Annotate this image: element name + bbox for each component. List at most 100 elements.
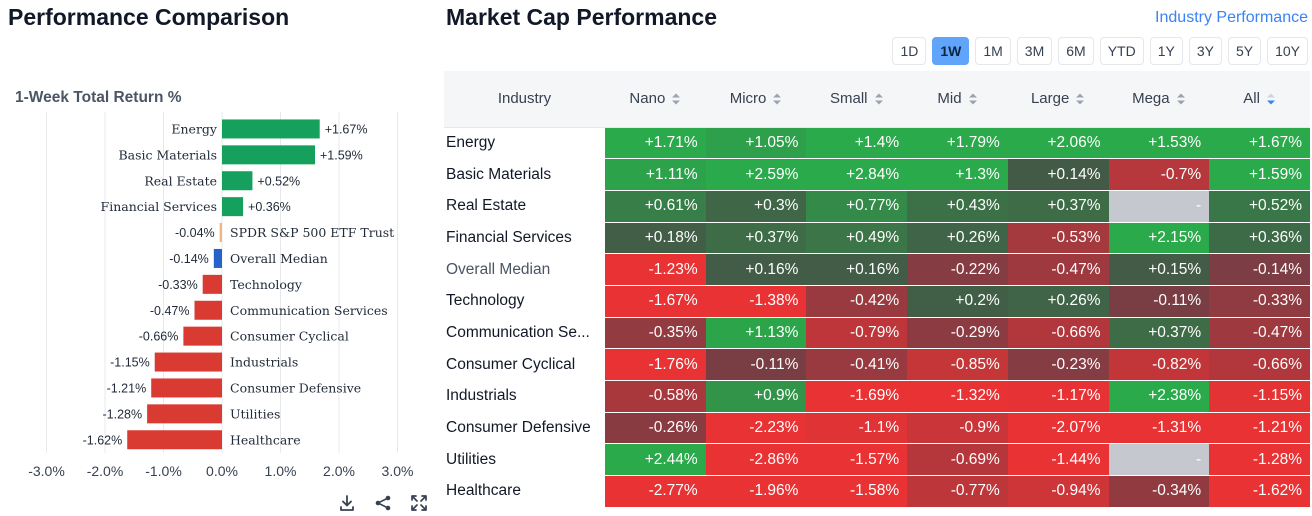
table-header-row: Industry Nano Micro Small Mid Large Mega All — [444, 71, 1310, 128]
range-button-ytd[interactable]: YTD — [1099, 37, 1144, 65]
sort-icon[interactable] — [1176, 92, 1186, 106]
heatmap-cell: +0.52% — [1209, 190, 1310, 223]
column-header-mid[interactable]: Mid — [907, 71, 1008, 128]
bar[interactable] — [127, 430, 222, 450]
bar[interactable] — [151, 378, 222, 398]
heatmap-cell: -0.33% — [1209, 285, 1310, 318]
performance-comparison-title: Performance Comparison — [8, 4, 290, 30]
heatmap-cell: +0.16% — [705, 253, 807, 286]
column-header-micro[interactable]: Micro — [705, 71, 807, 128]
x-tick-label: -2.0% — [87, 463, 124, 479]
heatmap-cell: +0.16% — [806, 253, 908, 286]
table-row[interactable]: Real Estate +0.61% +0.3% +0.77% +0.43% +0.37%… — [444, 190, 1310, 223]
row-label: Real Estate — [444, 190, 605, 223]
range-button-3y[interactable]: 3Y — [1188, 37, 1222, 65]
range-button-3m[interactable]: 3M — [1016, 37, 1053, 65]
bar[interactable] — [222, 119, 320, 139]
heatmap-cell: -1.17% — [1007, 380, 1109, 413]
bar[interactable] — [222, 197, 244, 217]
sort-icon[interactable] — [874, 92, 884, 106]
heatmap-cell: -1.32% — [907, 380, 1008, 413]
table-row[interactable]: Consumer Cyclical -1.76% -0.11% -0.41% -0.85… — [444, 348, 1310, 381]
data-label: -1.21% — [107, 381, 147, 395]
heatmap-cell: -2.07% — [1007, 412, 1109, 445]
heatmap-cell: -0.77% — [907, 475, 1008, 508]
heatmap-cell: -0.47% — [1209, 317, 1310, 350]
range-button-1m[interactable]: 1M — [975, 37, 1011, 65]
bar[interactable] — [183, 326, 222, 346]
bar[interactable] — [202, 274, 222, 294]
heatmap-cell: +1.4% — [806, 127, 908, 160]
column-header-nano[interactable]: Nano — [605, 71, 706, 128]
column-header-mega[interactable]: Mega — [1108, 71, 1210, 128]
bar[interactable] — [213, 248, 222, 268]
table-row[interactable]: Basic Materials +1.11% +2.59% +2.84% +1.3% +0… — [444, 158, 1310, 191]
row-label: Basic Materials — [444, 158, 605, 191]
heatmap-cell: -0.94% — [1007, 475, 1109, 508]
heatmap-cell: +0.9% — [705, 380, 807, 413]
sort-icon[interactable] — [671, 92, 681, 106]
bar[interactable] — [154, 352, 222, 372]
bar[interactable] — [194, 300, 222, 320]
range-button-10y[interactable]: 10Y — [1267, 37, 1308, 65]
bar[interactable] — [219, 223, 222, 243]
column-header-large[interactable]: Large — [1007, 71, 1109, 128]
table-row[interactable]: Consumer Defensive -0.26% -2.23% -1.1% -0.9%… — [444, 412, 1310, 445]
heatmap-cell: +0.37% — [1108, 317, 1210, 350]
x-tick-label: -1.0% — [145, 463, 182, 479]
download-icon[interactable] — [338, 494, 356, 512]
table-row[interactable]: Financial Services +0.18% +0.37% +0.49% +0.2… — [444, 222, 1310, 255]
heatmap-cell: -0.11% — [1108, 285, 1210, 318]
column-header-content: Large — [1031, 90, 1085, 107]
data-label: -0.33% — [158, 278, 198, 292]
heatmap-cell: +0.37% — [1007, 190, 1109, 223]
table-row[interactable]: Utilities +2.44% -2.86% -1.57% -0.69% -1.44% -… — [444, 443, 1310, 477]
sort-icon[interactable] — [1075, 92, 1085, 106]
table-row[interactable]: Technology -1.67% -1.38% -0.42% +0.2% +0.26% -… — [444, 285, 1310, 318]
table-row[interactable]: Industrials -0.58% +0.9% -1.69% -1.32% -1.17%… — [444, 380, 1310, 413]
category-label: Communication Services — [230, 303, 388, 318]
data-label: -0.47% — [150, 304, 190, 318]
range-button-6m[interactable]: 6M — [1058, 37, 1094, 65]
heatmap-cell: -0.82% — [1108, 348, 1210, 381]
heatmap-cell: -0.34% — [1108, 475, 1210, 508]
industry-performance-link[interactable]: Industry Performance — [1155, 9, 1308, 26]
heatmap-cell: -1.15% — [1209, 380, 1310, 413]
column-header-label: Large — [1030, 90, 1070, 108]
range-button-1w[interactable]: 1W — [932, 37, 970, 65]
column-header-industry[interactable]: Industry — [444, 71, 605, 128]
row-label: Technology — [444, 285, 605, 318]
sort-icon[interactable] — [1266, 92, 1276, 106]
bar[interactable] — [222, 171, 253, 191]
heatmap-cell: -0.66% — [1007, 317, 1109, 350]
range-button-1y[interactable]: 1Y — [1149, 37, 1183, 65]
category-label: Financial Services — [101, 199, 217, 214]
table-row[interactable]: Communication Se... -0.35% +1.13% -0.79% -0.… — [444, 317, 1310, 350]
range-button-5y[interactable]: 5Y — [1227, 37, 1262, 65]
range-button-1d[interactable]: 1D — [892, 37, 927, 65]
data-label: +1.59% — [320, 148, 363, 162]
column-header-label: Small — [830, 90, 868, 108]
heatmap-cell: -1.1% — [806, 412, 908, 445]
table-row[interactable]: Overall Median -1.23% +0.16% +0.16% -0.22% -0… — [444, 253, 1310, 286]
heatmap-cell: -2.23% — [705, 412, 807, 445]
sort-icon[interactable] — [968, 92, 978, 106]
heatmap-cell: -0.41% — [806, 348, 908, 381]
bar[interactable] — [222, 145, 316, 165]
fullscreen-icon[interactable] — [410, 494, 428, 512]
heatmap-cell: -1.96% — [705, 475, 807, 508]
row-label: Utilities — [444, 443, 605, 477]
column-header-small[interactable]: Small — [806, 71, 908, 128]
column-header-label: All — [1243, 90, 1260, 108]
column-header-all[interactable]: All — [1209, 71, 1310, 128]
table-row[interactable]: Healthcare -2.77% -1.96% -1.58% -0.77% -0.94%… — [444, 475, 1310, 508]
heatmap-cell: -0.47% — [1007, 253, 1109, 286]
table-row[interactable]: Energy +1.71% +1.05% +1.4% +1.79% +2.06% +1.53… — [444, 127, 1310, 160]
heatmap-cell: +0.14% — [1007, 158, 1109, 191]
heatmap-cell: +0.49% — [806, 222, 908, 255]
bar[interactable] — [147, 404, 222, 424]
share-icon[interactable] — [374, 494, 392, 512]
sort-icon[interactable] — [772, 92, 782, 106]
heatmap-cell: -0.23% — [1007, 348, 1109, 381]
heatmap-cell: -1.28% — [1209, 443, 1310, 477]
